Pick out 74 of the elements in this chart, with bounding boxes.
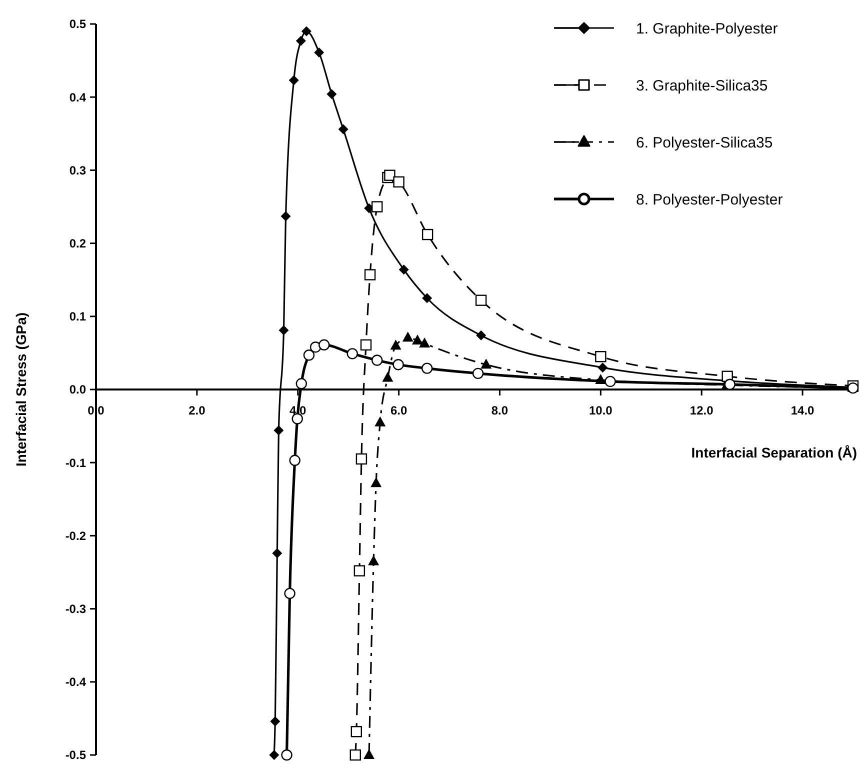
point	[346, 348, 358, 360]
y-axis-title: Interfacial Stress (GPa)	[13, 312, 29, 467]
point	[595, 351, 606, 362]
point	[382, 372, 394, 382]
point	[360, 339, 372, 351]
point	[370, 477, 382, 488]
point	[372, 354, 383, 366]
point	[281, 749, 292, 761]
y-tick-label: -0.4	[65, 675, 86, 690]
y-tick-label: -0.1	[65, 456, 86, 470]
point	[724, 378, 736, 390]
point	[422, 293, 432, 304]
point	[598, 362, 608, 373]
x-tick-label: 12.0	[690, 404, 714, 418]
point	[274, 425, 284, 436]
point	[422, 228, 434, 240]
point	[296, 378, 307, 390]
point	[364, 269, 376, 280]
y-tick-label: -0.5	[65, 748, 86, 762]
point	[392, 359, 404, 370]
point	[303, 350, 315, 361]
point	[314, 48, 324, 58]
point	[480, 358, 492, 369]
legend-label: 3. Graphite-Silica35	[636, 77, 768, 94]
point	[476, 330, 486, 340]
point	[475, 294, 487, 306]
y-tick-label: 0.5	[69, 17, 86, 32]
point	[326, 89, 337, 100]
x-axis-title: Interfacial Separation (Å)	[691, 444, 857, 460]
legend-label: 1. Graphite-Polyester	[636, 20, 778, 38]
point	[398, 264, 409, 275]
y-tick-label: 0.1	[69, 310, 86, 324]
point	[280, 211, 291, 222]
point	[419, 337, 430, 348]
point	[318, 339, 330, 351]
legend-label: 8. Polyester-Polyester	[636, 191, 783, 208]
point	[284, 588, 296, 600]
point	[350, 749, 361, 761]
point	[289, 454, 300, 466]
point	[301, 26, 312, 36]
point	[338, 124, 348, 134]
y-tick-label: 0.3	[69, 163, 86, 178]
point	[354, 565, 366, 576]
point	[384, 170, 396, 181]
point	[390, 340, 402, 350]
point	[402, 332, 414, 342]
point	[472, 368, 484, 380]
point	[278, 325, 289, 336]
y-tick-label: 0.4	[69, 90, 86, 104]
x-tick-label: 10.0	[588, 404, 613, 418]
point	[356, 453, 368, 465]
point	[288, 75, 299, 86]
point	[269, 750, 280, 760]
point	[374, 416, 386, 426]
x-tick-label: 14.0	[790, 404, 815, 418]
x-tick-label: 8.0	[491, 404, 508, 418]
point	[272, 548, 282, 558]
point	[372, 201, 383, 212]
point	[364, 749, 375, 759]
point	[350, 726, 362, 738]
point	[393, 176, 404, 188]
point	[296, 36, 306, 46]
y-tick-label: -0.3	[65, 602, 86, 616]
point	[412, 334, 423, 345]
point	[421, 362, 433, 374]
x-tick-label: 2.0	[188, 404, 206, 418]
y-tick-label: 0.2	[69, 236, 86, 250]
y-tick-label: -0.2	[65, 528, 86, 543]
point	[368, 555, 380, 566]
point	[270, 716, 280, 726]
y-tick-label: 0.0	[69, 382, 86, 397]
point	[604, 376, 616, 388]
legend-label: 6. Polyester-Silica35	[636, 134, 773, 152]
x-tick-label: 6.0	[390, 404, 408, 418]
